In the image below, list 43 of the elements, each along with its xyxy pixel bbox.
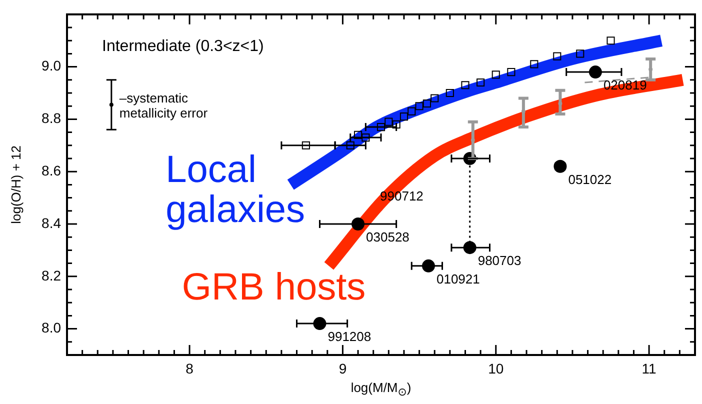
y-tick-label: 9.0	[42, 58, 62, 74]
point	[476, 78, 485, 87]
x-tick-label: 10	[488, 360, 504, 376]
y-tick-label: 8.8	[42, 110, 62, 126]
y-tick-label: 8.0	[42, 320, 62, 336]
x-tick-label: 11	[642, 360, 657, 376]
point	[507, 68, 516, 76]
annotation: 030528	[366, 230, 410, 245]
annotation: 020819	[603, 78, 647, 93]
point	[606, 36, 615, 45]
point	[461, 81, 470, 90]
point	[576, 50, 584, 58]
x-tick-label: 8	[186, 360, 194, 376]
point	[400, 112, 408, 121]
point	[362, 134, 370, 142]
point	[422, 99, 431, 108]
point	[408, 107, 416, 116]
annotation: 980703	[478, 253, 522, 268]
point	[430, 94, 439, 102]
y-tick-label: 8.2	[42, 267, 62, 284]
point	[346, 141, 354, 150]
point	[384, 118, 393, 126]
y-axis-title: log(O/H) + 12	[8, 145, 24, 224]
point	[302, 141, 310, 150]
y-tick-label: 8.4	[42, 214, 62, 231]
point	[553, 52, 562, 60]
x-tick-label: 9	[338, 360, 347, 376]
point	[392, 120, 400, 128]
series-label: GRB hosts	[182, 266, 366, 308]
point	[446, 88, 454, 98]
annotation: 010921	[436, 272, 480, 286]
point	[354, 130, 362, 139]
point	[530, 60, 538, 68]
annotation: 991208	[328, 329, 372, 344]
annotation: –systematic metallicity error	[119, 90, 208, 120]
annotation: 051022	[568, 172, 612, 187]
point	[415, 102, 424, 110]
point	[376, 123, 386, 132]
series-label: Local galaxies	[166, 149, 306, 232]
x-axis-title: log(M/M$_{⊙}$)	[350, 380, 412, 399]
y-tick-label: 8.6	[42, 162, 62, 178]
annotation: Intermediate (0.3<z<1)	[102, 38, 264, 55]
point	[492, 70, 500, 79]
